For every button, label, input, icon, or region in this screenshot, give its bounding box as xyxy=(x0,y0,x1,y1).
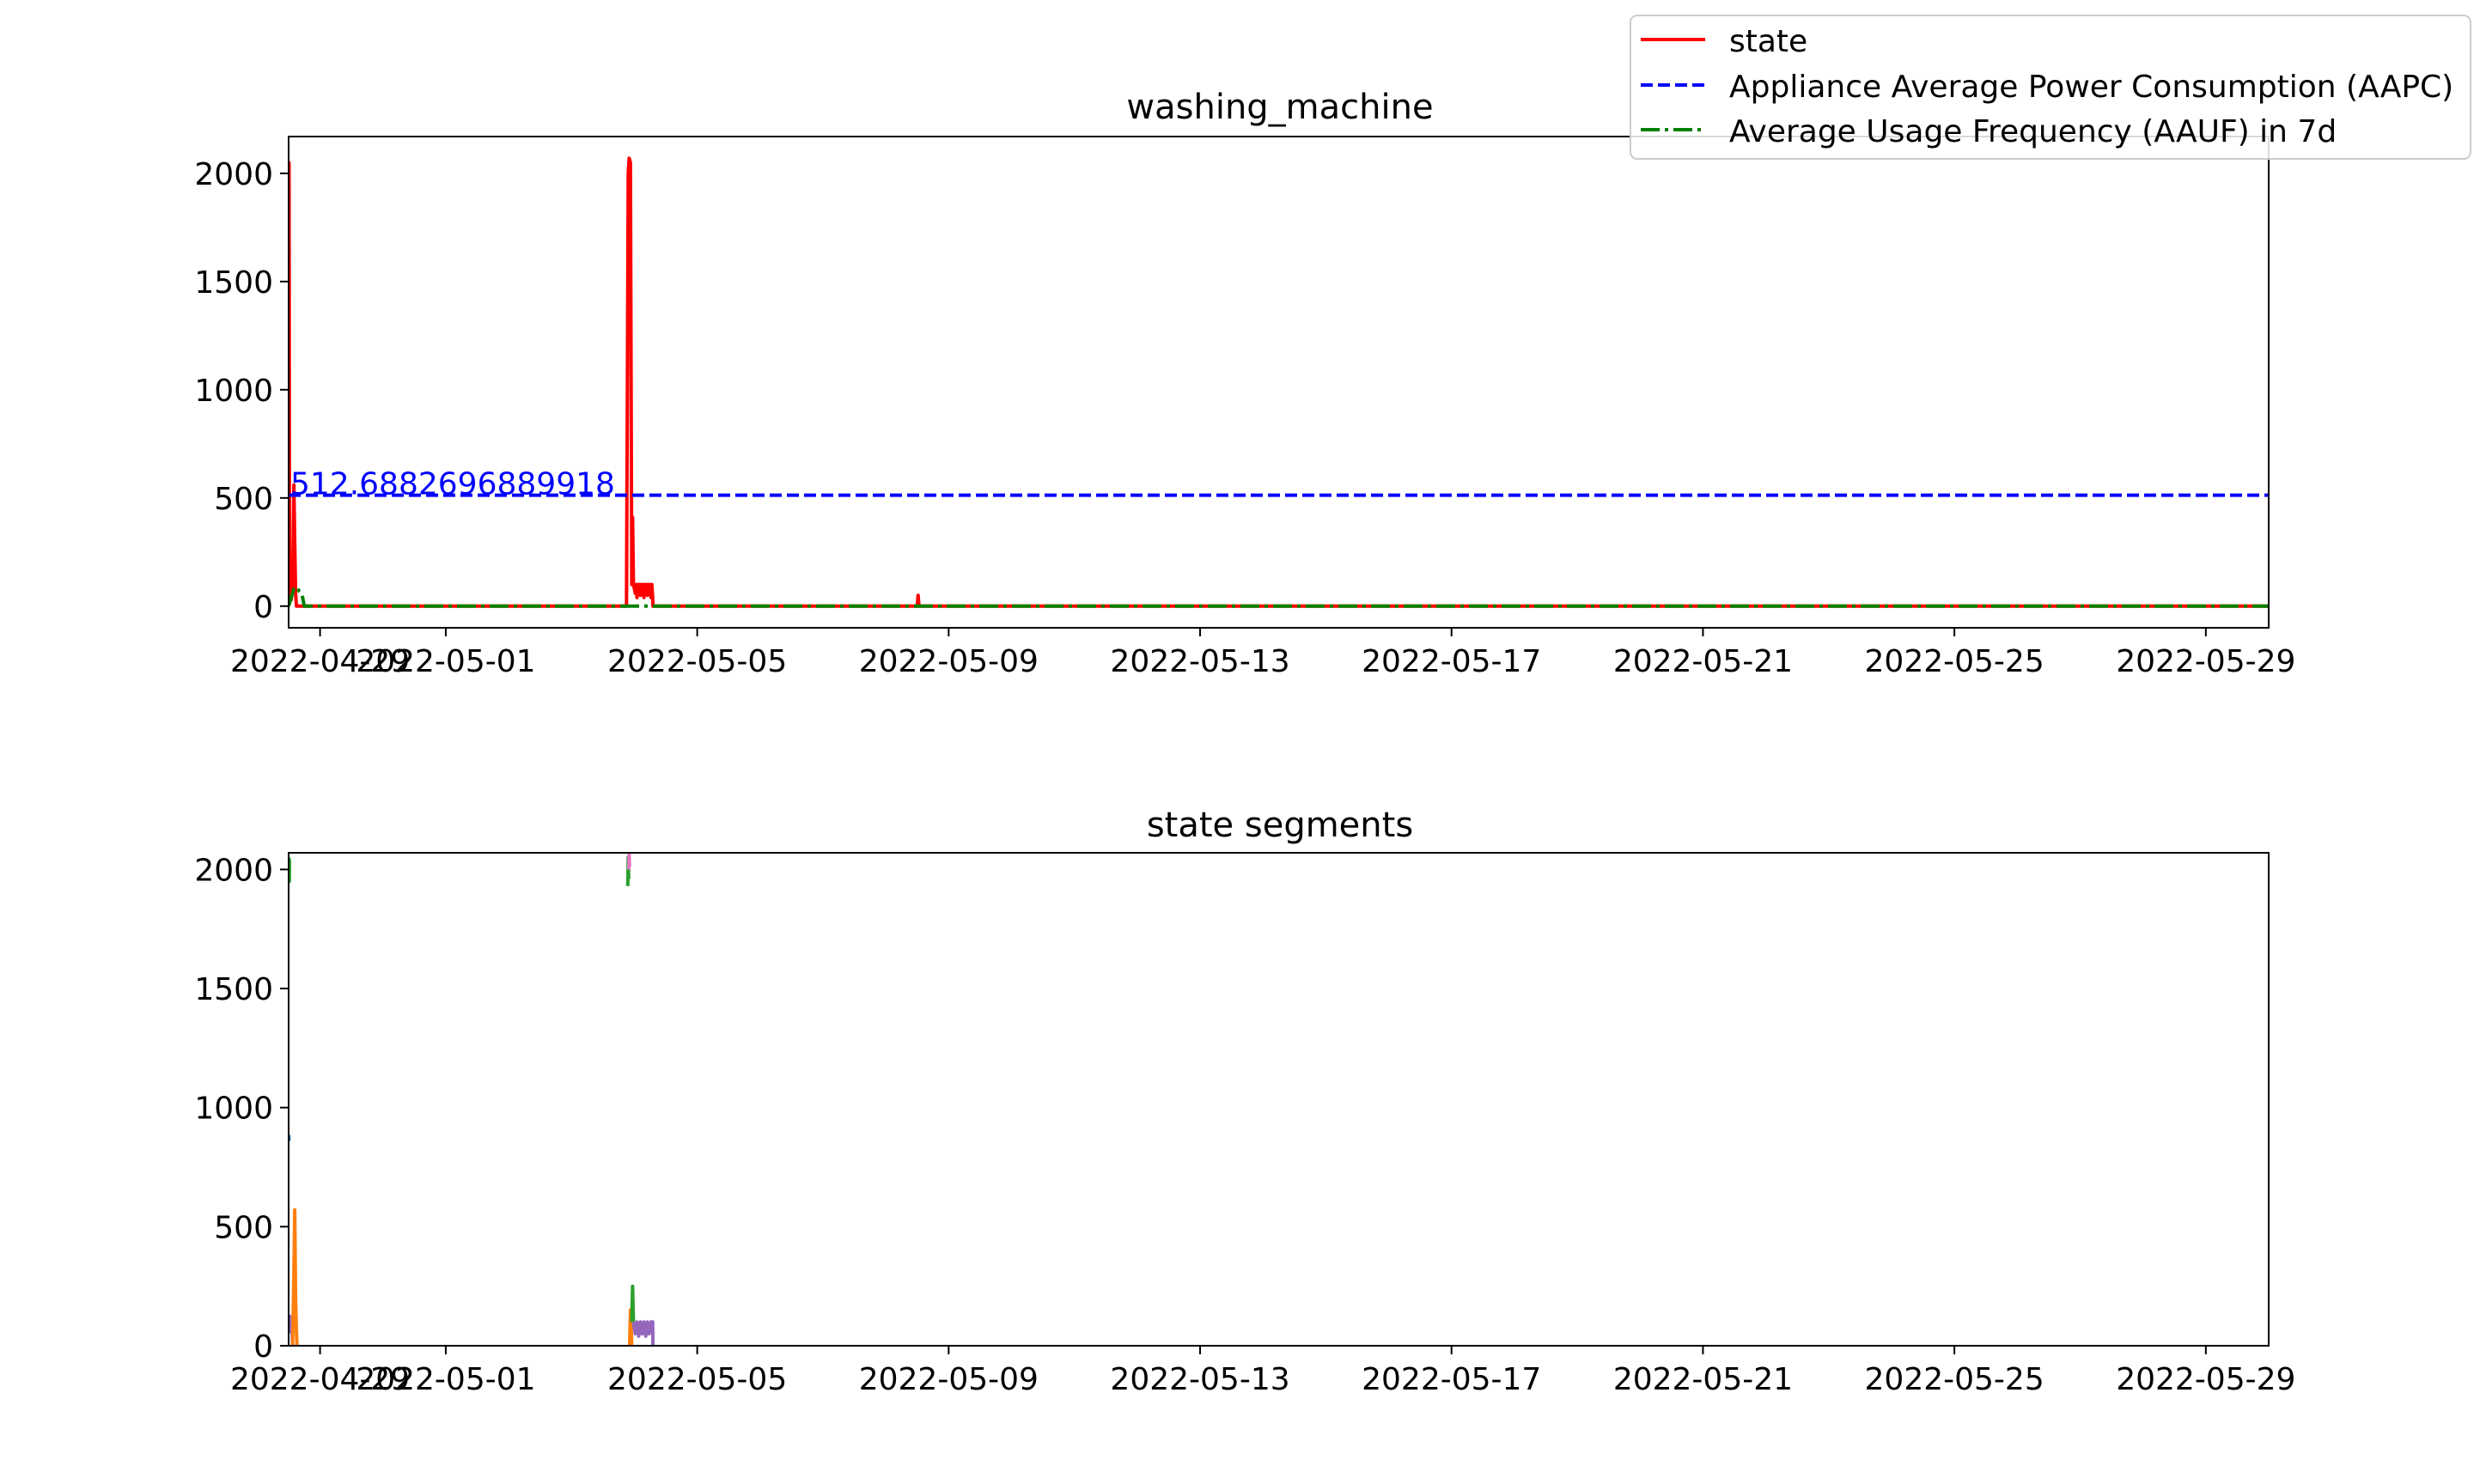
chart-bottom-ytick-label-0: 0 xyxy=(253,1329,273,1365)
chart-bottom-xtick-label-0: 2022-04-29 xyxy=(230,1362,410,1397)
chart-top-plot-area xyxy=(289,156,2269,608)
chart-top-series-2 xyxy=(289,585,2269,608)
legend-label-state: state xyxy=(1729,24,1807,59)
legend: state Appliance Average Power Consumptio… xyxy=(1630,15,2471,160)
chart-bottom-xtick-label-2: 2022-05-05 xyxy=(607,1362,787,1397)
chart-bottom-ytick-label-3: 1500 xyxy=(194,972,273,1007)
chart-bottom-ytick-label-4: 2000 xyxy=(194,853,273,888)
chart-top-xtick-label-4: 2022-05-13 xyxy=(1110,644,1289,679)
chart-top-xtick-label-8: 2022-05-29 xyxy=(2116,644,2295,679)
chart-bottom-xtick-label-1: 2022-05-01 xyxy=(356,1362,535,1397)
chart-bottom-xtick-label-3: 2022-05-09 xyxy=(859,1362,1039,1397)
chart-top: washing_machine 0 500 1000 1500 2000 2022-04-… xyxy=(194,88,2295,679)
chart-top-series-0 xyxy=(289,156,2269,608)
chart-top-xtick-label-6: 2022-05-21 xyxy=(1613,644,1793,679)
chart-top-ytick-label-0: 0 xyxy=(253,590,273,625)
chart-bottom-ytick-label-1: 500 xyxy=(214,1210,273,1245)
chart-top-ytick-label-4: 2000 xyxy=(194,157,273,192)
chart-bottom-frame xyxy=(288,852,2270,1347)
chart-bottom-xtick-label-5: 2022-05-17 xyxy=(1362,1362,1541,1397)
chart-bottom-title: state segments xyxy=(1147,806,1413,845)
chart-bottom-xtick-label-6: 2022-05-21 xyxy=(1613,1362,1793,1397)
chart-bottom-series-8 xyxy=(631,1320,655,1346)
chart-top-xtick-label-3: 2022-05-09 xyxy=(859,644,1039,679)
chart-top-ytick-label-2: 1000 xyxy=(194,374,273,409)
chart-top-xtick-label-0: 2022-04-29 xyxy=(230,644,410,679)
chart-bottom-xtick-label-4: 2022-05-13 xyxy=(1110,1362,1289,1397)
chart-bottom-series-3 xyxy=(290,1207,299,1346)
legend-frame xyxy=(1630,15,2471,160)
chart-top-ytick-label-3: 1500 xyxy=(194,265,273,301)
chart-top-xtick-label-7: 2022-05-25 xyxy=(1865,644,2044,679)
legend-label-aapc: Appliance Average Power Consumption (AAP… xyxy=(1729,70,2453,105)
legend-label-aauf: Average Usage Frequency (AAUF) in 7d xyxy=(1729,114,2337,149)
chart-bottom-xtick-label-7: 2022-05-25 xyxy=(1865,1362,2044,1397)
chart-bottom-xtick-label-8: 2022-05-29 xyxy=(2116,1362,2295,1397)
chart-bottom-series-5 xyxy=(626,853,631,870)
chart-top-title: washing_machine xyxy=(1126,88,1433,127)
chart-bottom: state segments 0 500 1000 1500 2000 2022-04-2… xyxy=(194,806,2295,1397)
chart-top-frame xyxy=(288,136,2270,629)
chart-top-xtick-label-1: 2022-05-01 xyxy=(356,644,535,679)
chart-top-annotation: 512.6882696889918 xyxy=(290,467,615,502)
chart-top-xtick-label-5: 2022-05-17 xyxy=(1362,644,1541,679)
chart-bottom-series-7 xyxy=(630,1284,636,1323)
chart-bottom-ytick-label-2: 1000 xyxy=(194,1092,273,1127)
chart-top-ytick-label-1: 500 xyxy=(214,482,273,517)
chart-top-xtick-label-2: 2022-05-05 xyxy=(607,644,787,679)
